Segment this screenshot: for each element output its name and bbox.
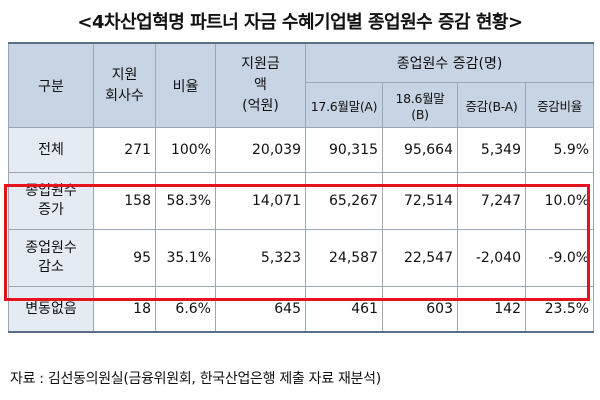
cell-b: 95,664 (382, 127, 458, 173)
cell-ratio: 100% (155, 127, 216, 173)
row-label-line2: 증가 (38, 202, 64, 218)
header-sub-b: 18.6월말(B) (382, 82, 458, 128)
cell-amount: 645 (215, 286, 306, 333)
table-row: 변동없음 18 6.6% 645 461 603 142 23.5% (8, 286, 595, 333)
header-sub-diff: 증감(B-A) (457, 82, 526, 128)
cell-rate: -9.0% (524, 229, 595, 287)
cell-a: 461 (305, 286, 383, 333)
header-sub-a: 17.6월말(A) (305, 82, 383, 128)
cell-rate: 5.9% (524, 127, 595, 173)
cell-rate: 10.0% (524, 172, 595, 230)
cell-rate: 23.5% (524, 286, 595, 333)
row-label-line1: 전체 (38, 141, 64, 158)
cell-b: 22,547 (382, 229, 458, 287)
cell-amount: 14,071 (215, 172, 306, 230)
row-label: 종업원수 감소 (8, 229, 94, 287)
cell-b: 72,514 (382, 172, 458, 230)
cell-diff: 5,349 (457, 127, 526, 173)
cell-a: 24,587 (305, 229, 383, 287)
row-label-line1: 종업원수 (25, 240, 77, 256)
row-label-line1: 변동없음 (25, 300, 77, 317)
data-table-container: 구분 지원 회사수 비율 지원금 액 (억원) 종업원수 증감(명) 17.6월… (8, 42, 595, 333)
header-companies-line1: 지원 (111, 66, 138, 83)
header-amount-line1: 지원금 (241, 56, 280, 72)
header-category: 구분 (8, 42, 94, 128)
row-label: 종업원수 증가 (8, 172, 94, 230)
cell-a: 90,315 (305, 127, 383, 173)
cell-diff: 7,247 (457, 172, 526, 230)
row-label-line1: 종업원수 (25, 183, 77, 199)
employee-change-table: 구분 지원 회사수 비율 지원금 액 (억원) 종업원수 증감(명) 17.6월… (8, 42, 595, 333)
cell-amount: 20,039 (215, 127, 306, 173)
header-amount: 지원금 액 (억원) (215, 42, 306, 128)
header-sub-rate: 증감비율 (524, 82, 595, 128)
header-employee-group: 종업원수 증감(명) (304, 42, 595, 83)
cell-ratio: 58.3% (155, 172, 216, 230)
header-amount-line2: 액 (254, 77, 267, 93)
cell-companies: 271 (93, 127, 156, 173)
cell-amount: 5,323 (215, 229, 306, 287)
cell-companies: 95 (93, 229, 156, 287)
row-label-line2: 감소 (38, 259, 64, 275)
header-companies-line2: 회사수 (105, 87, 144, 104)
header-amount-line3: (억원) (242, 98, 279, 114)
cell-diff: -2,040 (457, 229, 526, 287)
row-label: 전체 (8, 127, 94, 173)
header-ratio: 비율 (155, 42, 216, 128)
cell-ratio: 6.6% (155, 286, 216, 333)
cell-companies: 18 (93, 286, 156, 333)
table-row: 전체 271 100% 20,039 90,315 95,664 5,349 5… (8, 127, 595, 173)
table-row: 종업원수 감소 95 35.1% 5,323 24,587 22,547 -2,… (8, 229, 595, 287)
table-title: <4차산업혁명 파트너 자금 수혜기업별 종업원수 증감 현황> (77, 12, 523, 33)
source-note: 자료 : 김선동의원실(금융위원회, 한국산업은행 제출 자료 재분석) (10, 371, 381, 387)
cell-b: 603 (382, 286, 458, 333)
cell-companies: 158 (93, 172, 156, 230)
header-companies: 지원 회사수 (93, 42, 156, 128)
row-label: 변동없음 (8, 286, 94, 333)
cell-a: 65,267 (305, 172, 383, 230)
table-row: 종업원수 증가 158 58.3% 14,071 65,267 72,514 7… (8, 172, 595, 230)
cell-ratio: 35.1% (155, 229, 216, 287)
cell-diff: 142 (457, 286, 526, 333)
